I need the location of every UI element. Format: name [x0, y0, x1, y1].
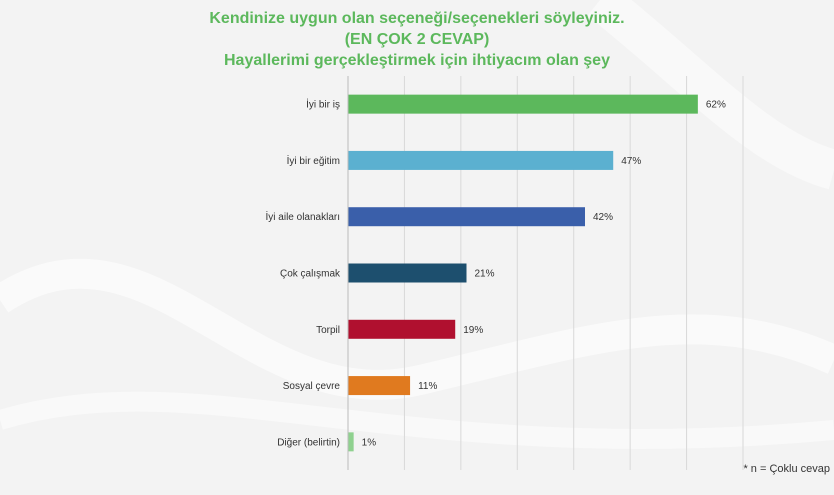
value-label: 1% [362, 437, 377, 448]
value-label: 21% [475, 269, 495, 280]
bar [348, 150, 614, 170]
chart-subtitle: (EN ÇOK 2 CEVAP) [344, 31, 490, 48]
bar [348, 376, 411, 396]
category-label: Sosyal çevre [283, 381, 341, 392]
category-label: Çok çalışmak [280, 269, 341, 280]
category-label: İyi bir eğitim [287, 154, 340, 167]
category-label: Torpil [316, 325, 340, 336]
footnote: * n = Çoklu cevap [743, 463, 830, 475]
category-label: İyi aile olanakları [266, 210, 340, 223]
chart-subtitle-2: Hayallerimi gerçekleştirmek için ihtiyac… [224, 52, 610, 69]
value-label: 47% [621, 156, 641, 167]
bar [348, 207, 585, 227]
bar [348, 263, 467, 283]
category-label: Diğer (belirtin) [277, 437, 340, 448]
bar [348, 319, 456, 339]
chart-title: Kendinize uygun olan seçeneği/seçenekler… [209, 10, 625, 27]
bar [348, 94, 698, 114]
value-label: 11% [418, 381, 437, 392]
bar [348, 432, 354, 452]
value-label: 62% [706, 100, 726, 111]
value-label: 19% [463, 325, 483, 336]
value-label: 42% [593, 212, 613, 223]
category-label: İyi bir iş [306, 98, 340, 111]
chart-titles: Kendinize uygun olan seçeneği/seçenekler… [0, 8, 834, 71]
